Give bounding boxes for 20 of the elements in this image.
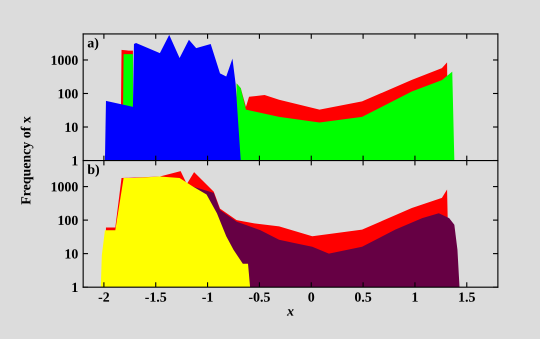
x-tick-label: -2 (98, 292, 110, 302)
chart-title: b) (87, 164, 100, 177)
x-tick-label: -1 (202, 292, 213, 302)
y-tick-label: 10 (66, 122, 78, 132)
x-tick-label: 1 (412, 292, 418, 302)
y-tick-label: 1 (72, 282, 78, 292)
chart-title: a) (88, 38, 98, 50)
y-tick-label: 1000 (52, 182, 78, 192)
x-axis-title: x (286, 309, 294, 316)
x-tick-label: 1.5 (459, 292, 475, 302)
x-tick-label: -1.5 (145, 292, 166, 302)
y-tick-label: 100 (58, 89, 78, 98)
x-tick-label: 0 (308, 292, 314, 302)
x-tick-label: 0.5 (354, 292, 372, 302)
y-tick-label: 1000 (52, 56, 78, 65)
x-tick-label: -0.5 (248, 292, 270, 302)
y-tick-label: 100 (58, 216, 78, 226)
y-tick-label: 10 (66, 249, 78, 259)
y-tick-label: 1 (72, 156, 78, 166)
y-axis-title: Frequency of x (20, 116, 34, 205)
